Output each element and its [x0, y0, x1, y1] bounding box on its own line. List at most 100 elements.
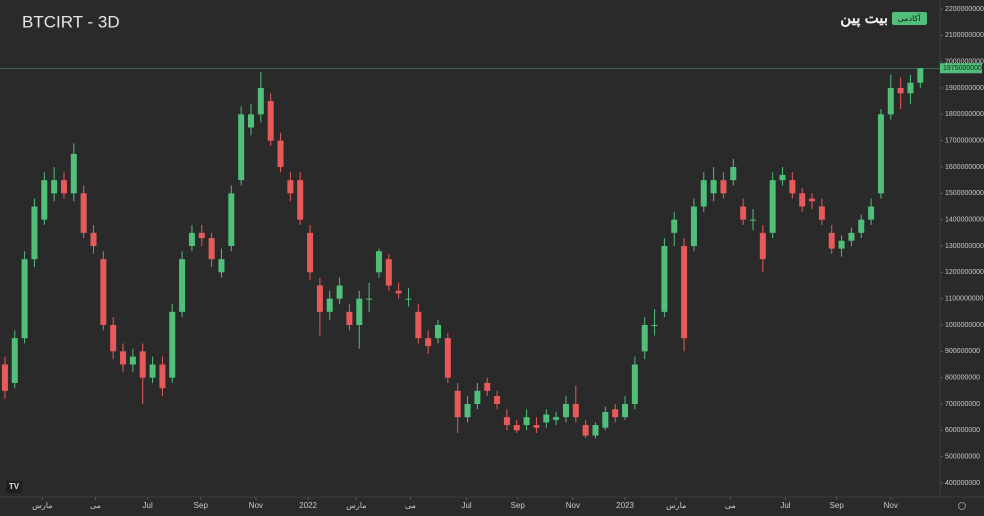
candle-body [218, 259, 225, 273]
candle-body [444, 338, 451, 378]
candle-body [887, 88, 894, 115]
y-tick-label: 2000000000 [945, 59, 984, 66]
x-tick-label: Jul [461, 501, 471, 510]
candle-body [700, 180, 707, 207]
candle-body [740, 206, 747, 220]
y-tick-label: 700000000 [945, 401, 980, 408]
y-tick-label: 400000000 [945, 480, 980, 487]
candle-body [503, 417, 510, 426]
candle-body [877, 114, 884, 194]
y-tick-label: 1700000000 [945, 138, 984, 145]
candle-body [179, 259, 186, 312]
candle-body [582, 425, 589, 436]
candle-body [405, 298, 412, 300]
x-tick-label: مارس [346, 501, 366, 510]
candle-body [257, 88, 264, 115]
candle-body [100, 259, 107, 325]
candle-body [41, 180, 48, 220]
candle-body [631, 364, 638, 404]
candle-body [356, 298, 363, 325]
candle-body [671, 219, 678, 233]
x-tick-label: Sep [830, 501, 845, 510]
candle-body [818, 206, 825, 220]
candle-body [51, 180, 58, 194]
chart-title: BTCIRT - 3D [22, 12, 120, 31]
candle-body [159, 364, 166, 389]
candle-body [307, 232, 314, 273]
candle-body [562, 404, 569, 418]
candle-body [415, 311, 422, 339]
candle-body [769, 180, 776, 233]
y-tick-label: 800000000 [945, 375, 980, 382]
tv-logo-text: TV [9, 482, 20, 491]
candle-body [366, 298, 373, 300]
brand-badge-bg [892, 12, 927, 25]
candle-body [169, 311, 176, 378]
candle-body [602, 411, 609, 428]
candle-body [533, 425, 540, 428]
candle-body [395, 290, 402, 294]
candle-body [523, 417, 530, 426]
x-tick-label: Sep [194, 501, 209, 510]
y-tick-label: 1900000000 [945, 85, 984, 92]
candle-body [553, 417, 560, 420]
x-tick-label: مارس [666, 501, 686, 510]
candle-body [720, 180, 727, 194]
candle-body [789, 180, 796, 194]
candle-body [917, 68, 924, 83]
candle-body [326, 298, 333, 312]
candle-body [464, 404, 471, 418]
candle-body [21, 259, 28, 339]
x-tick-label: 2023 [616, 501, 634, 510]
candle-body [188, 232, 195, 246]
candle-body [809, 198, 816, 202]
candle-body [848, 232, 855, 241]
candle-body [316, 285, 323, 312]
y-tick-label: 1800000000 [945, 111, 984, 118]
candle-body [31, 206, 38, 260]
y-tick-label: 1000000000 [945, 322, 984, 329]
y-tick-label: 1400000000 [945, 217, 984, 224]
candle-body [543, 414, 550, 423]
candle-body [494, 396, 501, 404]
candle-body [228, 193, 235, 246]
candle-body [799, 193, 806, 207]
candle-body [1, 364, 8, 391]
candle-body [454, 390, 461, 418]
brand-badge: آکادمی [898, 13, 922, 23]
candle-body [385, 259, 392, 286]
candle-body [868, 206, 875, 220]
candle-body [336, 285, 343, 299]
candle-body [651, 325, 658, 326]
x-tick-label: می [90, 501, 101, 510]
candle-body [375, 251, 382, 273]
y-tick-label: 1600000000 [945, 164, 984, 171]
candle-body [139, 351, 146, 378]
brand: بیت پین [840, 10, 888, 28]
candle-body [759, 232, 766, 260]
candle-body [435, 325, 442, 339]
settings-icon[interactable] [958, 502, 966, 510]
candle-body [267, 101, 274, 141]
last-price-bg [940, 63, 982, 74]
candle-body [238, 114, 245, 181]
candle-body [80, 193, 87, 233]
y-tick-label: 1100000000 [945, 296, 984, 303]
y-tick-label: 600000000 [945, 427, 980, 434]
candle-body [277, 140, 284, 167]
x-tick-label: Jul [780, 501, 790, 510]
candle-body [661, 246, 668, 312]
candle-body [838, 240, 845, 249]
y-tick-label: 1500000000 [945, 190, 984, 197]
candle-body [474, 390, 481, 404]
candle-body [247, 114, 254, 128]
candle-body [287, 180, 294, 194]
candle-body [907, 82, 914, 94]
candle-body [690, 206, 697, 246]
candle-body [828, 232, 835, 249]
x-tick-label: می [405, 501, 416, 510]
candle-body [70, 153, 77, 194]
candle-body [60, 180, 67, 194]
candle-body [198, 232, 205, 239]
